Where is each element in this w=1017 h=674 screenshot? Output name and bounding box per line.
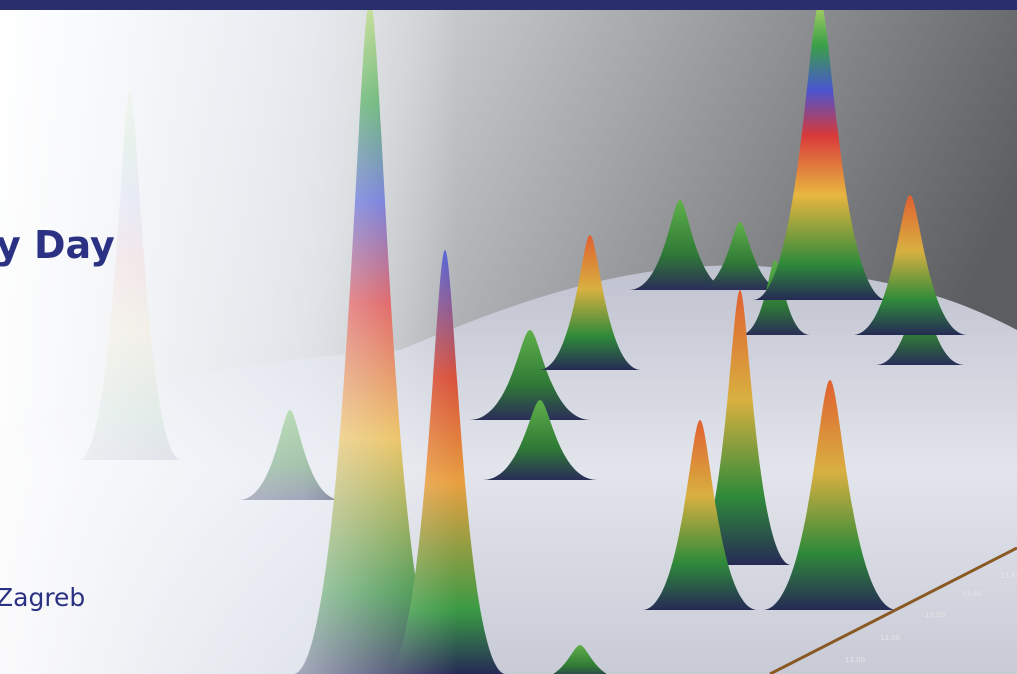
axis-label: 12.00 (845, 656, 865, 664)
axis-label: 13.20 (925, 611, 945, 619)
top-bar (0, 0, 1017, 10)
axis-line (769, 546, 1017, 674)
axis-label: 13.60 (1000, 572, 1017, 580)
heading: y Day (0, 223, 115, 267)
location: Zagreb (0, 583, 85, 612)
axis-label: 13.00 (880, 634, 900, 642)
axis-label: 13.40 (962, 590, 982, 598)
